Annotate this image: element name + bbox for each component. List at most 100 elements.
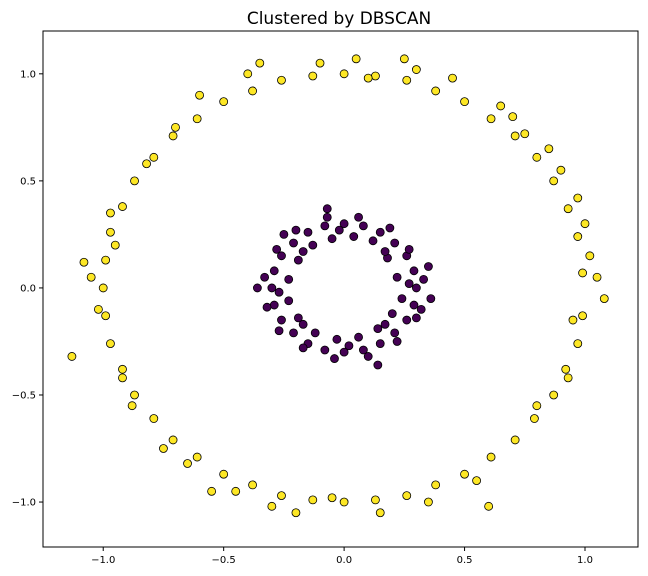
inner-cluster-point xyxy=(269,266,279,276)
inner-cluster-point xyxy=(387,309,397,319)
outer-cluster-point xyxy=(98,283,108,293)
inner-cluster-point xyxy=(284,296,294,306)
inner-cluster-point xyxy=(349,232,359,241)
inner-cluster-point xyxy=(375,339,385,348)
outer-cluster-point xyxy=(192,114,202,124)
x-tick-label: 0.0 xyxy=(336,555,352,566)
outer-cluster-point xyxy=(532,152,542,162)
outer-cluster-point xyxy=(118,364,127,374)
inner-cluster-point xyxy=(363,352,373,361)
outer-cluster-point xyxy=(159,444,168,453)
y-tick-label: −1.0 xyxy=(12,498,36,509)
outer-cluster-point xyxy=(183,459,192,468)
outer-cluster-point xyxy=(363,73,373,83)
inner-cluster-point xyxy=(293,313,303,323)
outer-cluster-point xyxy=(149,152,159,162)
outer-cluster-point xyxy=(127,401,137,411)
outer-cluster-point xyxy=(277,75,286,85)
inner-cluster-point xyxy=(327,234,337,244)
inner-cluster-point xyxy=(368,236,378,246)
inner-cluster-point xyxy=(404,279,414,289)
outer-cluster-point xyxy=(573,232,583,241)
y-tick-label: 0.0 xyxy=(20,283,36,294)
outer-cluster-point xyxy=(106,208,115,218)
inner-cluster-point xyxy=(392,337,402,346)
inner-cluster-point xyxy=(277,251,286,261)
inner-cluster-point xyxy=(298,343,308,353)
outer-cluster-point xyxy=(599,294,609,304)
y-tick-label: 0.5 xyxy=(20,176,36,187)
outer-cluster-point xyxy=(532,401,542,411)
outer-cluster-point xyxy=(67,352,77,361)
inner-cluster-point xyxy=(385,223,395,233)
inner-cluster-point xyxy=(373,324,383,334)
outer-cluster-point xyxy=(101,255,111,265)
outer-cluster-point xyxy=(578,311,587,321)
outer-cluster-point xyxy=(308,71,318,81)
outer-cluster-point xyxy=(308,495,318,505)
inner-cluster-point xyxy=(390,328,400,338)
inner-cluster-point xyxy=(298,319,308,329)
outer-cluster-point xyxy=(486,452,496,462)
inner-cluster-point xyxy=(260,272,270,282)
inner-cluster-point xyxy=(344,341,354,351)
outer-cluster-point xyxy=(530,414,539,423)
inner-cluster-point xyxy=(267,283,277,293)
outer-cluster-point xyxy=(79,257,89,267)
outer-cluster-point xyxy=(168,131,178,141)
inner-cluster-point xyxy=(409,266,419,276)
inner-cluster-point xyxy=(354,332,363,342)
inner-cluster-point xyxy=(358,221,368,231)
outer-cluster-point xyxy=(580,219,590,229)
inner-cluster-point xyxy=(424,262,433,271)
outer-cluster-point xyxy=(578,268,587,278)
inner-cluster-point xyxy=(279,230,289,239)
outer-cluster-point xyxy=(255,58,265,68)
inner-cluster-point xyxy=(390,238,400,248)
inner-cluster-point xyxy=(284,274,294,284)
outer-cluster-point xyxy=(592,272,602,282)
outer-cluster-point xyxy=(544,144,554,154)
inner-cluster-point xyxy=(380,247,390,256)
plot-area xyxy=(42,30,639,548)
x-tick-label: −1.0 xyxy=(91,555,115,566)
outer-cluster-point xyxy=(375,508,385,518)
outer-cluster-point xyxy=(508,112,518,122)
inner-cluster-point xyxy=(289,328,298,338)
outer-cluster-point xyxy=(520,129,530,139)
inner-cluster-point xyxy=(411,313,421,323)
outer-cluster-point xyxy=(248,86,257,96)
inner-cluster-point xyxy=(310,328,320,338)
inner-cluster-point xyxy=(404,244,414,254)
inner-cluster-point xyxy=(308,240,318,250)
inner-cluster-point xyxy=(380,319,390,329)
inner-cluster-point xyxy=(274,326,284,336)
outer-cluster-point xyxy=(351,54,361,64)
inner-cluster-point xyxy=(269,300,279,310)
outer-cluster-point xyxy=(86,272,96,282)
outer-cluster-point xyxy=(101,311,111,321)
outer-cluster-point xyxy=(110,240,120,250)
inner-cluster-point xyxy=(411,283,421,293)
outer-cluster-point xyxy=(171,122,180,132)
outer-cluster-point xyxy=(460,469,469,479)
outer-cluster-point xyxy=(484,501,494,511)
inner-cluster-point xyxy=(339,219,349,229)
inner-cluster-point xyxy=(291,225,301,235)
inner-cluster-point xyxy=(416,304,426,314)
inner-cluster-point xyxy=(252,283,262,293)
inner-cluster-point xyxy=(339,347,349,357)
inner-cluster-point xyxy=(402,315,412,325)
inner-cluster-point xyxy=(397,294,407,304)
outer-cluster-point xyxy=(277,491,286,501)
outer-cluster-point xyxy=(118,202,127,211)
outer-cluster-point xyxy=(472,476,482,486)
x-tick-label: −0.5 xyxy=(212,555,236,566)
outer-cluster-point xyxy=(291,508,301,518)
x-tick-label: 1.0 xyxy=(577,555,593,566)
outer-cluster-point xyxy=(431,480,441,490)
outer-cluster-point xyxy=(339,497,349,507)
inner-cluster-point xyxy=(272,244,282,254)
inner-cluster-point xyxy=(262,302,272,312)
